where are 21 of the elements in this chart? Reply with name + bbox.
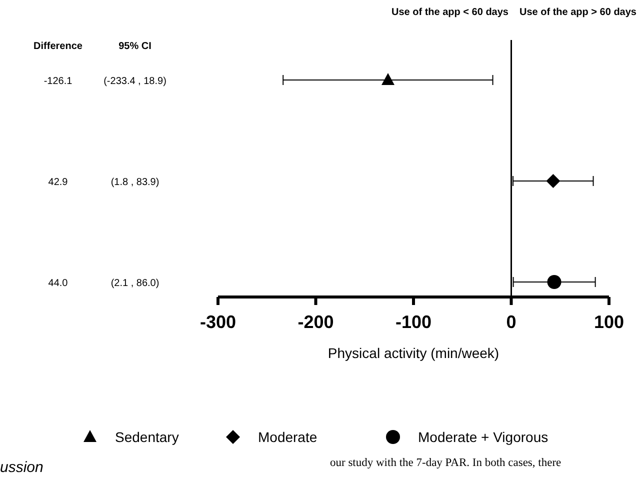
x-tick-label: -300 <box>200 312 236 332</box>
text: ussion <box>0 459 44 476</box>
legend-label: Moderate + Vigorous <box>418 429 548 445</box>
text: 42.9 <box>48 177 68 188</box>
text: Use of the app > 60 days <box>520 7 637 18</box>
text: (1.8 , 83.9) <box>110 177 160 188</box>
x-tick-label: -200 <box>298 312 334 332</box>
legend-label: Sedentary <box>115 429 179 445</box>
x-tick-label: 0 <box>506 312 516 332</box>
x-axis-title: Physical activity (min/week) <box>328 345 500 361</box>
text: Difference <box>34 41 83 52</box>
text: 44.0 <box>48 278 68 289</box>
text: our study with the 7-day PAR. In both cases, there <box>330 457 562 469</box>
text: 95% CI <box>118 41 152 52</box>
text: -126.1 <box>44 76 72 87</box>
legend-label: Moderate <box>258 429 318 445</box>
x-tick-label: 100 <box>594 312 624 332</box>
x-tick-label: -100 <box>395 312 432 332</box>
text: (-233.4 , 18.9) <box>104 76 166 87</box>
text: Use of the app < 60 days <box>392 7 509 18</box>
text: (2.1 , 86.0) <box>110 278 160 289</box>
